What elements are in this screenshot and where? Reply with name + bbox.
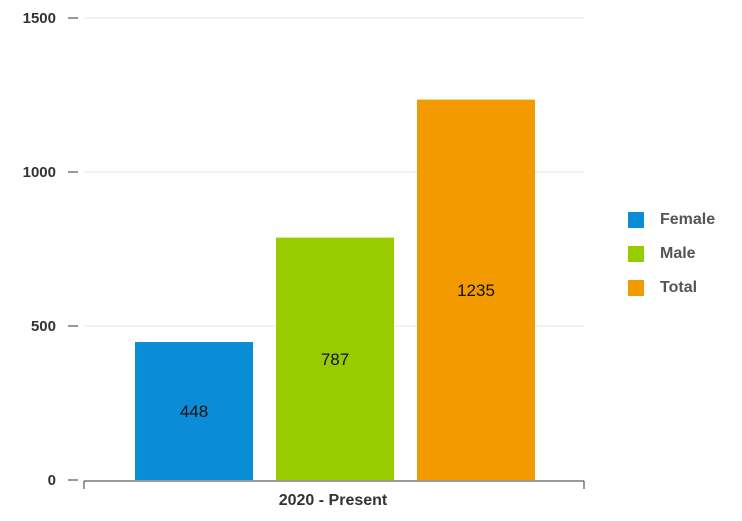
data-label-total: 1235 bbox=[457, 281, 495, 300]
data-label-female: 448 bbox=[180, 402, 208, 421]
legend: Female Male Total bbox=[628, 210, 715, 298]
bar-total[interactable] bbox=[417, 99, 535, 481]
legend-label-male: Male bbox=[660, 245, 696, 262]
y-tick-label: 500 bbox=[31, 318, 56, 335]
x-axis: 2020 - Present bbox=[83, 480, 585, 509]
data-labels: 448 787 1235 bbox=[180, 281, 495, 421]
y-tick-label: 0 bbox=[48, 472, 56, 489]
legend-swatch-female bbox=[628, 212, 644, 228]
legend-item-female[interactable]: Female bbox=[628, 210, 715, 230]
x-category-label: 2020 - Present bbox=[279, 492, 388, 509]
bar-male[interactable] bbox=[276, 237, 394, 480]
bar-female[interactable] bbox=[135, 342, 253, 480]
y-tick-label: 1500 bbox=[23, 10, 56, 27]
legend-item-total[interactable]: Total bbox=[628, 278, 715, 298]
bars bbox=[135, 99, 535, 481]
data-label-male: 787 bbox=[321, 350, 349, 369]
y-axis-ticks: 0 500 1000 1500 bbox=[23, 10, 78, 489]
y-tick-label: 1000 bbox=[23, 164, 56, 181]
legend-swatch-male bbox=[628, 246, 644, 262]
legend-label-total: Total bbox=[660, 279, 698, 296]
legend-label-female: Female bbox=[660, 211, 716, 228]
legend-swatch-total bbox=[628, 280, 644, 296]
legend-item-male[interactable]: Male bbox=[628, 244, 715, 264]
